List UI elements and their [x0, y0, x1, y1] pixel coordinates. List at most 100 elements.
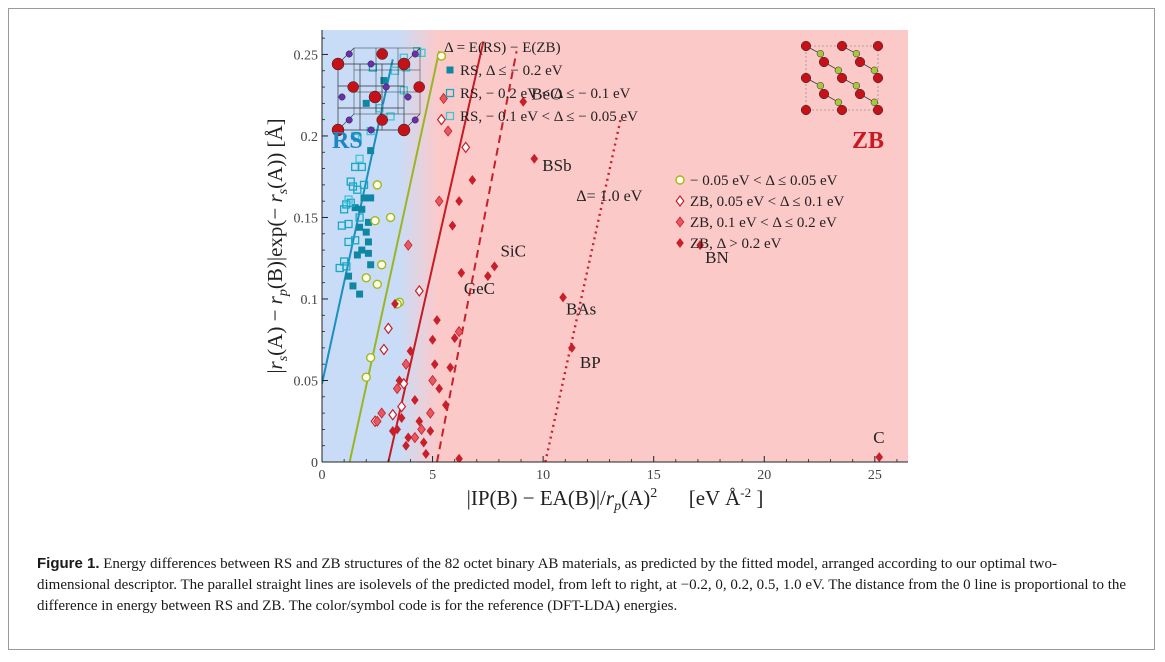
- y-tick-label: 0: [311, 456, 318, 471]
- data-point: [461, 141, 471, 154]
- isoline: [544, 119, 622, 462]
- data-point: [385, 212, 396, 223]
- point-label: C: [873, 428, 884, 447]
- rs-cation-atom: [411, 116, 419, 124]
- rs-region-label: RS: [332, 128, 363, 154]
- data-point: [450, 333, 459, 344]
- y-tick-label: 0.15: [294, 211, 319, 226]
- data-point: [435, 383, 443, 394]
- data-point: [365, 352, 376, 363]
- rs-anion-atom: [413, 81, 425, 93]
- data-point: [696, 240, 704, 251]
- data-point: [342, 200, 351, 209]
- rs-anion-atom: [331, 123, 345, 137]
- isoline: [348, 50, 441, 462]
- data-point: [351, 204, 359, 212]
- data-point: [414, 284, 424, 297]
- legend-label: ZB, 0.05 eV < Δ ≤ 0.1 eV: [690, 194, 845, 210]
- data-point: [372, 279, 382, 290]
- data-point: [361, 273, 371, 283]
- data-point: [443, 125, 453, 137]
- data-point: [428, 334, 437, 345]
- isoline: [436, 51, 518, 462]
- zb-cation-atom: [870, 66, 879, 74]
- rs-anion-atom: [397, 123, 411, 137]
- data-point: [351, 131, 360, 141]
- series-group: [370, 113, 471, 428]
- legend-marker: [675, 195, 685, 207]
- zb-anion-atom: [872, 40, 884, 52]
- data-point: [339, 257, 349, 266]
- plot-background: [322, 30, 908, 462]
- data-point: [377, 260, 387, 270]
- data-point: [356, 223, 364, 231]
- data-point: [364, 249, 372, 257]
- point-label: BSb: [542, 156, 571, 175]
- zb-anion-atom: [800, 40, 812, 52]
- data-point: [442, 399, 450, 410]
- data-point: [410, 431, 420, 444]
- data-point: [484, 271, 492, 282]
- data-point: [372, 415, 382, 427]
- zb-structure-icon: [800, 40, 884, 116]
- legend-label: − 0.05 eV < Δ ≤ 0.05 eV: [690, 173, 838, 189]
- rs-cation-atom: [338, 93, 346, 101]
- rs-anion-atom: [347, 81, 359, 93]
- data-point: [446, 362, 455, 373]
- legend-marker: [676, 238, 684, 248]
- data-point: [388, 408, 398, 421]
- data-point: [403, 239, 413, 251]
- zb-anion-atom: [818, 56, 830, 68]
- data-point: [422, 448, 430, 459]
- legend-label: ZB, Δ > 0.2 eV: [690, 236, 782, 252]
- data-point: [530, 153, 539, 164]
- data-point: [355, 154, 364, 163]
- data-point: [344, 219, 353, 229]
- rs-cation-atom: [404, 93, 412, 101]
- data-point: [361, 372, 371, 382]
- point-label: GeC: [464, 279, 495, 298]
- y-tick-label: 0.05: [294, 374, 319, 389]
- legend-marker: [445, 111, 455, 121]
- rs-cation-atom: [367, 126, 375, 134]
- x-tick-label: 0: [319, 468, 326, 483]
- data-point: [415, 416, 424, 427]
- data-point: [362, 228, 370, 236]
- data-point: [377, 407, 387, 419]
- x-tick-label: 10: [536, 468, 550, 483]
- legend-marker: [445, 88, 455, 98]
- data-point: [455, 453, 463, 462]
- rs-anion-atom: [376, 114, 388, 126]
- data-point: [559, 292, 567, 303]
- data-point: [411, 395, 419, 406]
- plot-area: [322, 41, 884, 462]
- data-point: [468, 174, 477, 185]
- data-point: [383, 322, 393, 335]
- isoline-label: Δ= 1.0 eV: [576, 188, 642, 205]
- data-point: [402, 440, 410, 451]
- data-point: [380, 77, 388, 85]
- legend-label: ZB, 0.1 eV < Δ ≤ 0.2 eV: [690, 215, 837, 231]
- data-point: [454, 325, 464, 338]
- zb-anion-atom: [836, 104, 848, 116]
- data-point: [344, 195, 353, 204]
- series-group: [484, 96, 884, 462]
- data-point: [339, 205, 349, 214]
- legend-label: RS, − 0.1 eV < Δ ≤ − 0.05 eV: [460, 109, 638, 125]
- point-label: BeO: [531, 85, 562, 104]
- data-point: [397, 412, 406, 423]
- rs-anion-atom: [397, 57, 411, 71]
- y-axis-label: |rs(A) − rp(B)|exp(− rs(A)) [Å]: [263, 118, 291, 373]
- data-point: [353, 133, 362, 142]
- data-point: [390, 66, 400, 75]
- data-point: [349, 282, 357, 290]
- rs-anion-atom: [331, 57, 345, 71]
- data-point: [362, 99, 370, 107]
- data-point: [430, 359, 439, 370]
- data-point: [357, 162, 366, 172]
- chart: RS ZB Δ= 1.0 eV BeO BSb SiC GeC BAs BP BN C Δ = E(R…: [263, 30, 908, 514]
- zb-anion-atom: [872, 72, 884, 84]
- data-point: [364, 238, 372, 246]
- data-point: [436, 113, 446, 126]
- data-point: [391, 298, 399, 309]
